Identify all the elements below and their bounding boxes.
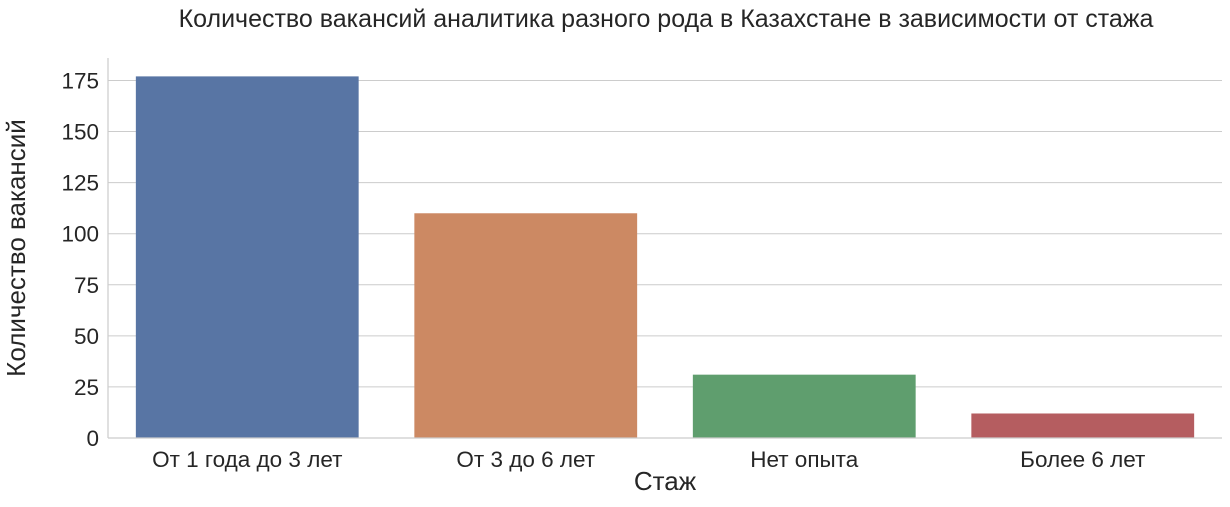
- bar: [414, 213, 638, 438]
- y-tick-label: 50: [74, 324, 99, 349]
- chart-title: Количество вакансий аналитика разного ро…: [179, 5, 1154, 33]
- bar: [692, 374, 916, 438]
- x-tick-label: От 3 до 6 лет: [456, 447, 595, 472]
- y-tick-label: 125: [61, 171, 99, 196]
- y-tick-label: 0: [86, 426, 99, 451]
- bar: [971, 413, 1195, 438]
- bar: [135, 76, 359, 439]
- x-tick-label: Более 6 лет: [1020, 447, 1145, 472]
- x-tick-labels: От 1 года до 3 лет От 3 до 6 лет Нет опыта…: [152, 447, 1145, 472]
- y-tick-label: 175: [61, 68, 99, 93]
- y-tick-label: 75: [74, 273, 99, 298]
- y-tick-label: 100: [61, 222, 99, 247]
- y-tick-labels: 0 25 50 75 100 125 150 175: [61, 68, 99, 451]
- y-tick-label: 150: [61, 120, 99, 145]
- x-tick-label: Нет опыта: [750, 447, 858, 472]
- y-tick-label: 25: [74, 375, 99, 400]
- y-axis-label: Количество вакансий: [1, 119, 31, 377]
- x-tick-label: От 1 года до 3 лет: [152, 447, 342, 472]
- bars: [135, 76, 1195, 439]
- x-axis-label: Стаж: [634, 466, 697, 496]
